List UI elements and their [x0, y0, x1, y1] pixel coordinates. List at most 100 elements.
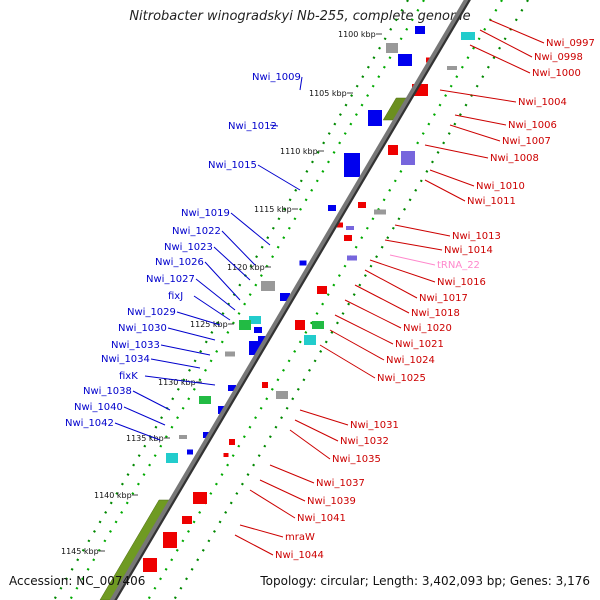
reverse-gene-label: Nwi_1013 — [452, 231, 501, 242]
gene-feature — [374, 209, 386, 215]
reverse-gene-label: Nwi_1041 — [297, 513, 346, 524]
reverse-gene-label: Nwi_0997 — [546, 38, 595, 49]
gene-feature — [143, 558, 157, 572]
forward-gene-label: Nwi_1009 — [252, 72, 301, 83]
leader-line — [469, 44, 531, 74]
forward-gene-label: fixK — [119, 371, 138, 382]
gene-feature — [182, 516, 192, 524]
accession-text: Accession: NC_007406 — [9, 574, 146, 588]
forward-gene-label: Nwi_1019 — [181, 208, 230, 219]
gene-feature — [261, 281, 275, 291]
leader-line — [257, 164, 301, 191]
tick-label: 1130 kbp — [158, 378, 196, 387]
reverse-gene-label: tRNA_22 — [437, 260, 480, 271]
gene-feature — [223, 453, 229, 457]
forward-gene-label: Nwi_1040 — [74, 402, 123, 413]
gene-feature — [304, 335, 316, 345]
leader-line — [234, 534, 274, 556]
forward-gene-label: Nwi_1023 — [164, 242, 213, 253]
leader-line — [449, 124, 501, 142]
leader-line — [364, 269, 418, 299]
reverse-gene-label: Nwi_1018 — [411, 308, 460, 319]
reverse-gene-label: Nwi_1006 — [508, 120, 557, 131]
gene-feature — [368, 110, 382, 126]
gene-feature — [166, 453, 178, 463]
tick-label: 1115 kbp — [254, 205, 292, 214]
reverse-gene-label: mraW — [285, 532, 315, 543]
tick-label: 1135 kbp — [126, 434, 164, 443]
reverse-gene-label: Nwi_1031 — [350, 420, 399, 431]
gene-feature — [344, 235, 352, 241]
gene-feature — [179, 435, 187, 439]
forward-gene-label: Nwi_1012 — [228, 121, 277, 132]
reverse-gene-label: Nwi_1039 — [307, 496, 356, 507]
leader-line — [269, 124, 279, 127]
forward-gene-label: fixJ — [168, 291, 183, 302]
gc-skew-dots — [69, 0, 425, 600]
leader-line — [354, 284, 410, 314]
leader-line — [344, 299, 402, 329]
map-title: Nitrobacter winogradskyi Nb-255, complet… — [129, 9, 471, 24]
leader-line — [384, 239, 443, 251]
leader-line — [239, 524, 284, 538]
leader-line — [123, 406, 166, 426]
leader-line — [213, 246, 251, 281]
gene-feature — [254, 327, 262, 333]
leader-line — [489, 19, 545, 44]
leader-line — [329, 329, 385, 361]
leader-line — [479, 29, 533, 58]
tick-label: 1100 kbp — [338, 30, 376, 39]
reverse-gene-label: Nwi_1044 — [275, 550, 324, 561]
gene-feature — [262, 382, 268, 388]
leader-line — [454, 114, 507, 126]
gene-feature — [346, 226, 354, 230]
leader-line — [299, 76, 303, 91]
forward-gene-label: Nwi_1027 — [146, 274, 195, 285]
leader-line — [439, 89, 517, 103]
gene-feature — [337, 222, 343, 228]
reverse-gene-label: Nwi_1017 — [419, 293, 468, 304]
forward-gene-label: Nwi_1022 — [172, 226, 221, 237]
gene-feature — [225, 351, 235, 357]
gene-feature — [388, 145, 398, 155]
reverse-gene-label: Nwi_1008 — [490, 153, 539, 164]
leader-line — [424, 144, 489, 159]
reverse-gene-label: Nwi_1000 — [532, 68, 581, 79]
forward-gene-label: Nwi_1038 — [83, 386, 132, 397]
reverse-gene-label: Nwi_1037 — [316, 478, 365, 489]
reverse-gene-label: Nwi_1007 — [502, 136, 551, 147]
leader-line — [221, 230, 256, 266]
gene-feature — [276, 391, 288, 399]
leader-line — [132, 390, 171, 411]
tick-label: 1145 kbp — [61, 547, 99, 556]
leader-line — [204, 261, 241, 301]
gene-feature — [317, 286, 327, 294]
forward-gene-label: Nwi_1033 — [111, 340, 160, 351]
gene-feature — [447, 66, 457, 70]
reverse-gene-label: Nwi_1025 — [377, 373, 426, 384]
gene-feature — [239, 320, 251, 330]
tick-label: 1140 kbp — [94, 491, 132, 500]
leader-line — [176, 311, 221, 326]
gene-feature — [347, 255, 357, 261]
gene-feature — [358, 202, 366, 208]
gene-labels: Nwi_1009 Nwi_1012 Nwi_1015 Nwi_1019 Nwi_1022… — [65, 38, 595, 561]
reverse-gene-label: Nwi_1011 — [467, 196, 516, 207]
leader-line — [167, 327, 216, 341]
gene-feature — [401, 151, 415, 165]
reverse-gene-label: Nwi_1004 — [518, 97, 567, 108]
gene-feature — [228, 385, 236, 391]
tick-label: 1105 kbp — [309, 89, 347, 98]
leader-line — [193, 295, 231, 321]
leader-line — [269, 464, 315, 484]
gene-feature — [249, 316, 261, 324]
leader-line — [160, 344, 211, 356]
forward-gene-label: Nwi_1015 — [208, 160, 257, 171]
forward-gene-label: Nwi_1042 — [65, 418, 114, 429]
leader-line — [144, 375, 216, 386]
reverse-gene-label: Nwi_1010 — [476, 181, 525, 192]
gene-feature — [415, 26, 425, 34]
gc-skew-dots — [53, 0, 409, 600]
